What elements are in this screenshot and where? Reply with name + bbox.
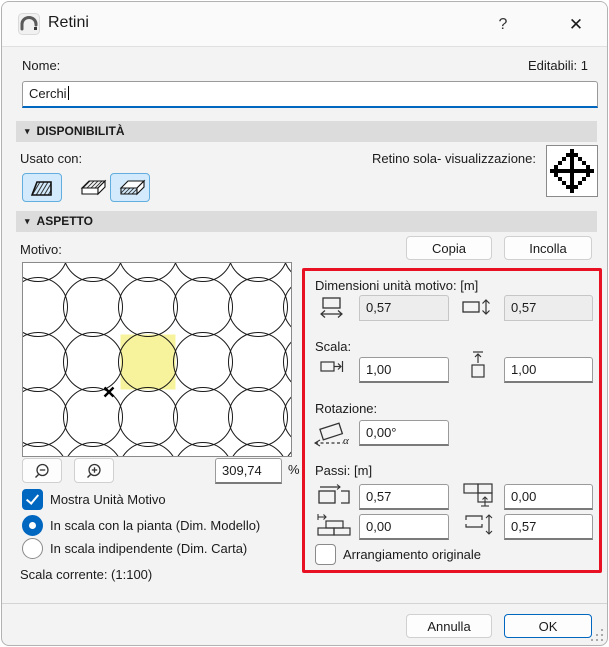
step-x-spacing-field[interactable]: 0,57 [359, 484, 449, 510]
circle-pattern-canvas [23, 263, 291, 456]
chevron-down-icon: ▾ [25, 126, 30, 136]
window-title: Retini [48, 14, 89, 31]
title-bar: Retini ? ✕ [2, 2, 607, 47]
view-only-fill-preview [546, 145, 598, 197]
section-disponibilita[interactable]: ▾ DISPONIBILITÀ [16, 121, 597, 142]
copy-button[interactable]: Copia [406, 236, 492, 260]
pattern-preview[interactable] [22, 262, 292, 457]
used-with-label: Usato con: [20, 151, 83, 166]
section-aspetto[interactable]: ▾ ASPETTO [16, 211, 597, 232]
step-y-offset-value: 0,00 [511, 489, 537, 504]
unit-width-icon [319, 295, 345, 319]
cut-fill-toggle[interactable] [110, 173, 150, 202]
scale-with-plan-radio[interactable] [22, 515, 43, 536]
unit-width-field: 0,57 [359, 295, 449, 321]
name-value: Cerchi [29, 86, 67, 101]
unit-height-value: 0,57 [511, 300, 537, 315]
unit-height-field: 0,57 [504, 295, 593, 321]
name-input[interactable]: Cerchi [22, 81, 598, 108]
step-x-offset-field[interactable]: 0,00 [359, 514, 449, 540]
magnifier-plus-icon [87, 463, 101, 478]
zoom-in-button[interactable] [74, 458, 114, 483]
step-y-offset-field[interactable]: 0,00 [504, 484, 593, 510]
step-y-spacing-value: 0,57 [511, 519, 537, 534]
scale-independent-label: In scala indipendente (Dim. Carta) [50, 541, 248, 556]
cancel-button[interactable]: Annulla [406, 614, 492, 638]
steps-label: Passi: [m] [315, 463, 373, 478]
zoom-percent-field[interactable]: 309,74 [215, 458, 282, 484]
view-only-pixel-pattern [550, 149, 594, 193]
current-scale-label: Scala corrente: (1:100) [20, 567, 153, 582]
resize-grip[interactable] [591, 629, 603, 641]
original-arrangement-checkbox[interactable] [315, 544, 336, 565]
unit-width-value: 0,57 [366, 300, 392, 315]
scale-label: Scala: [315, 339, 352, 354]
step-x-spacing-value: 0,57 [366, 489, 392, 504]
view-only-label: Retino sola- visualizzazione: [371, 151, 536, 166]
percent-label: % [288, 462, 300, 477]
rotation-angle-icon: α [313, 417, 355, 447]
chevron-down-icon: ▾ [25, 216, 30, 226]
step-y-offset-icon [461, 481, 499, 509]
drafting-fill-icon [30, 180, 52, 196]
scale-x-icon [319, 359, 345, 375]
show-unit-checkbox[interactable] [22, 489, 43, 510]
drafting-fill-toggle[interactable] [22, 173, 62, 202]
scale-x-field[interactable]: 1,00 [359, 357, 449, 383]
step-y-spacing-field[interactable]: 0,57 [504, 514, 593, 540]
dimensions-label: Dimensioni unità motivo: [m] [315, 278, 479, 293]
scale-y-value: 1,00 [511, 362, 537, 377]
rotation-field[interactable]: 0,00° [359, 420, 449, 446]
rotation-value: 0,00° [366, 425, 397, 440]
section-disponibilita-label: DISPONIBILITÀ [36, 124, 125, 138]
editable-count: Editabili: 1 [528, 58, 588, 73]
ok-button[interactable]: OK [504, 614, 592, 638]
show-unit-label: Mostra Unità Motivo [50, 492, 166, 507]
rotation-label: Rotazione: [315, 401, 378, 416]
name-label: Nome: [22, 58, 61, 73]
paste-button[interactable]: Incolla [504, 236, 592, 260]
magnifier-minus-icon [35, 463, 49, 478]
text-caret [67, 86, 69, 100]
scale-x-value: 1,00 [366, 362, 392, 377]
step-x-spacing-icon [316, 483, 354, 509]
scale-independent-radio[interactable] [22, 538, 43, 559]
cut-fill-icon [119, 179, 146, 195]
app-arch-icon [18, 13, 40, 35]
close-icon[interactable]: ✕ [558, 10, 594, 38]
zoom-percent-value: 309,74 [222, 463, 262, 478]
footer-divider [2, 603, 607, 604]
section-aspetto-label: ASPETTO [36, 214, 93, 228]
pattern-label: Motivo: [20, 242, 62, 257]
original-arrangement-label: Arrangiamento originale [343, 547, 482, 562]
scale-y-icon [469, 349, 487, 381]
cover-fill-icon [80, 179, 107, 195]
scale-y-field[interactable]: 1,00 [504, 357, 593, 383]
zoom-out-button[interactable] [22, 458, 62, 483]
help-button[interactable]: ? [489, 11, 517, 37]
step-x-offset-value: 0,00 [366, 519, 392, 534]
svg-text:α: α [343, 435, 349, 447]
cover-fill-toggle[interactable] [71, 173, 111, 202]
step-x-offset-icon [316, 513, 354, 539]
unit-height-icon [461, 298, 493, 316]
scale-with-plan-label: In scala con la pianta (Dim. Modello) [50, 518, 261, 533]
step-y-spacing-icon [463, 512, 497, 538]
